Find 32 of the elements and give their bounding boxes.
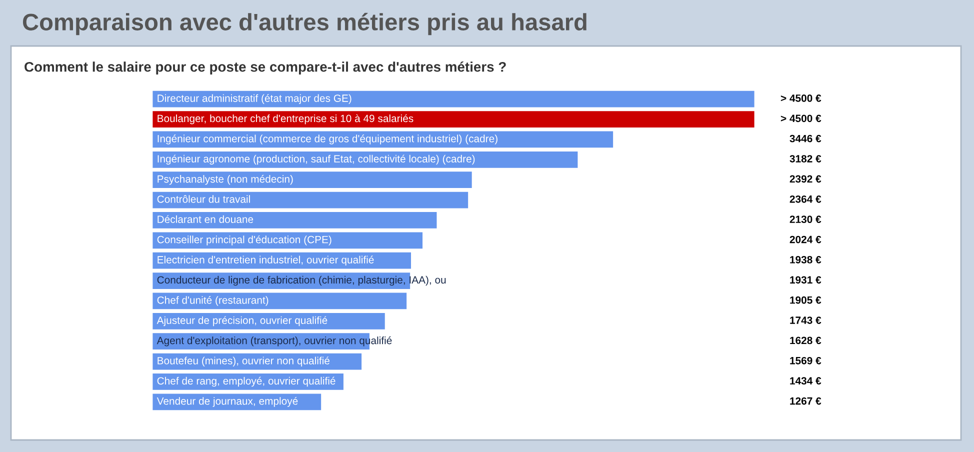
y-tick-label: Conseiller principal d'éducation (CPE) xyxy=(157,235,332,246)
data-label: 2392 € xyxy=(790,175,822,183)
chart-title: Comparaison avec d'autres métiers pris au hasard xyxy=(22,12,586,36)
y-tick-label: Chef de rang, employé, ouvrier qualifié xyxy=(157,376,336,387)
data-label: 1905 € xyxy=(790,296,822,304)
data-label: > 4500 € xyxy=(780,114,822,122)
y-tick-label: Ingénieur commercial (commerce de gros d'équipement industriel) (cadre) xyxy=(158,134,498,144)
data-label: 2024 € xyxy=(790,236,822,244)
data-label: 2364 € xyxy=(790,195,822,203)
data-label: 3446 € xyxy=(790,134,822,142)
y-tick-label: Ingénieur agronome (production, sauf Etat, collectivité locale) (cadre) xyxy=(158,154,475,165)
data-label: 1743 € xyxy=(790,316,822,324)
y-tick-label: Boutefeu (mines), ouvrier non qualifié xyxy=(158,356,330,366)
y-tick-label: Vendeur de journaux, employé xyxy=(156,396,298,407)
data-label: 1628 € xyxy=(790,336,822,344)
data-label: 2130 € xyxy=(790,216,822,224)
y-tick-label: Déclarant en douane xyxy=(158,215,254,224)
data-label: 1267 € xyxy=(790,397,822,405)
y-tick-label: Directeur administratif (état major des GE) xyxy=(158,94,352,104)
data-label: 1938 € xyxy=(790,256,822,264)
y-tick-label: Psychanalyste (non médecin) xyxy=(158,174,293,185)
data-label: 1569 € xyxy=(790,356,822,364)
y-tick-label: Contrôleur du travail xyxy=(157,195,250,203)
y-tick-label: Chef d'unité (restaurant) xyxy=(157,296,268,306)
y-tick-label: Boulanger, boucher chef d'entreprise si 10 à 49 salariés xyxy=(158,114,414,124)
chart-subtitle: Comment le salaire pour ce poste se compare-t-il avec d'autres métiers ? xyxy=(24,61,506,75)
y-tick-label: Electricien d'entretien industriel, ouvrier qualifié xyxy=(158,256,374,266)
data-label: > 4500 € xyxy=(780,94,822,102)
y-tick-label: Ajusteur de précision, ouvrier qualifié xyxy=(156,316,328,326)
data-label: 1931 € xyxy=(790,276,822,284)
data-label: 3182 € xyxy=(790,155,822,162)
data-label: 1434 € xyxy=(790,377,822,385)
